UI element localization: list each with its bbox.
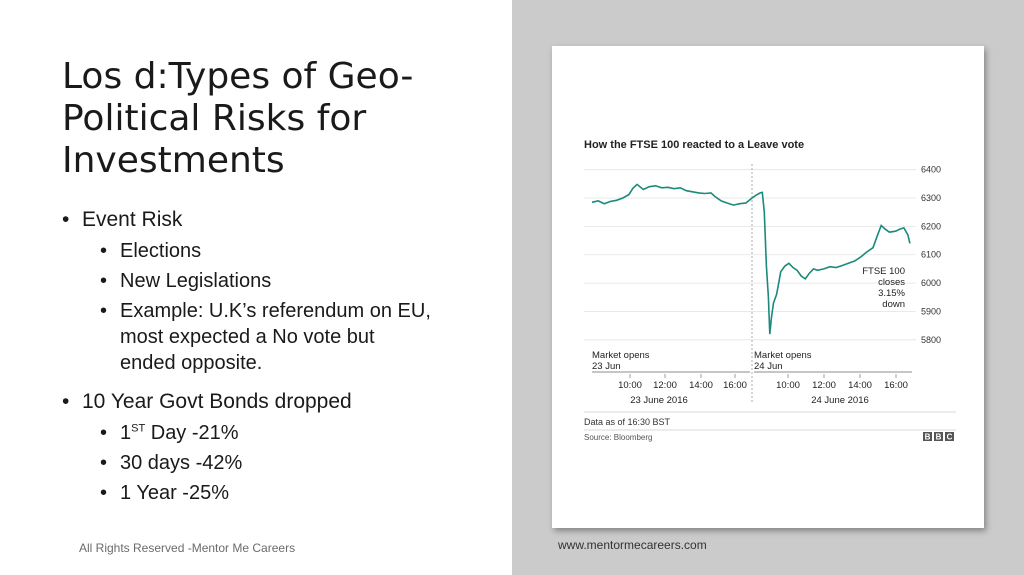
market-open-23-date: 23 Jun (592, 361, 621, 372)
x-tick-label: 10:00 (776, 380, 800, 391)
market-open-23-label: Market opens (592, 350, 650, 361)
y-tick-label: 6000 (921, 278, 941, 288)
chart-card: How the FTSE 100 reacted to a Leave vote… (552, 46, 984, 528)
bullet-elections: Elections (62, 238, 492, 264)
source-note: Source: Bloomberg (584, 433, 652, 442)
bullet-one-year: 1 Year -25% (62, 480, 492, 506)
x-axis-ticks: 10:00 12:00 14:00 16:00 10:00 12:00 14:00 16:00 (618, 374, 908, 391)
ftse-series-line (591, 183, 911, 335)
y-tick-label: 6300 (921, 193, 941, 203)
y-tick-label: 6400 (921, 165, 941, 175)
first-day-text: Day -21% (145, 422, 239, 444)
svg-text:B: B (925, 433, 931, 442)
x-tick-label: 14:00 (848, 380, 872, 391)
chart-title: How the FTSE 100 reacted to a Leave vote (584, 139, 804, 151)
bullet-list: Event Risk Elections New Legislations Ex… (62, 206, 492, 506)
x-tick-label: 12:00 (653, 380, 677, 391)
first-day-number: 1 (120, 422, 132, 444)
bullet-example: Example: U.K’s referendum on EU, most ex… (62, 298, 492, 376)
x-tick-label: 10:00 (618, 380, 642, 391)
y-tick-label: 5900 (921, 306, 941, 316)
x-tick-label: 14:00 (689, 380, 713, 391)
bullet-new-legislations: New Legislations (62, 268, 492, 294)
bullet-bonds: 10 Year Govt Bonds dropped (62, 388, 492, 416)
website-footer: www.mentormecareers.com (558, 538, 707, 552)
closes-note-1: FTSE 100 (862, 266, 905, 277)
data-note: Data as of 16:30 BST (584, 417, 671, 427)
example-line-2: most expected a No vote but (120, 326, 375, 348)
example-line-3: ended opposite. (120, 352, 263, 374)
bullet-first-day: 1ST Day -21% (62, 420, 492, 446)
closes-note-4: down (882, 299, 905, 310)
bbc-logo: B B C (923, 432, 954, 442)
market-open-24-label: Market opens (754, 350, 812, 361)
svg-text:B: B (936, 433, 942, 442)
y-tick-label: 6200 (921, 221, 941, 231)
example-line-1: Example: U.K’s referendum on EU, (120, 300, 431, 322)
x-tick-label: 16:00 (884, 380, 908, 391)
y-tick-label: 5800 (921, 335, 941, 345)
closes-note-2: closes (878, 277, 905, 288)
bullet-thirty-days: 30 days -42% (62, 450, 492, 476)
ftse-chart: How the FTSE 100 reacted to a Leave vote… (584, 139, 956, 442)
x-tick-label: 16:00 (723, 380, 747, 391)
bullet-event-risk: Event Risk (62, 206, 492, 234)
day1-axis-label: 23 June 2016 (630, 395, 688, 406)
y-tick-label: 6100 (921, 250, 941, 260)
slide-title: Los d:Types of Geo-Political Risks for I… (62, 56, 414, 181)
closes-note-3: 3.15% (878, 288, 905, 299)
chart-grid (584, 169, 916, 341)
copyright-footer: All Rights Reserved -Mentor Me Careers (79, 541, 296, 555)
svg-text:C: C (947, 433, 953, 442)
market-open-24-date: 24 Jun (754, 361, 783, 372)
x-tick-label: 12:00 (812, 380, 836, 391)
day2-axis-label: 24 June 2016 (811, 395, 869, 406)
y-axis-ticks: 6400 6300 6200 6100 6000 5900 5800 (921, 165, 941, 345)
first-day-superscript: ST (131, 422, 146, 435)
